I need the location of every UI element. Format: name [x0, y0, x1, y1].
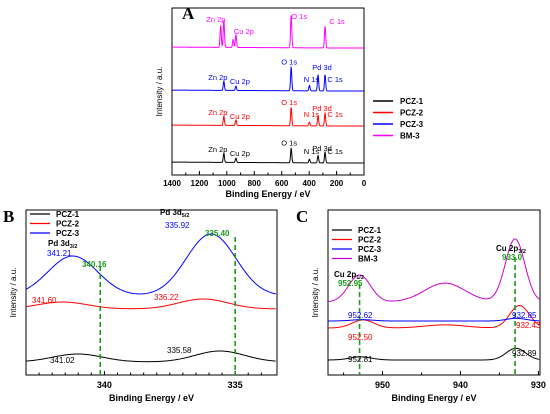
pd3d-line-pcz-1: [25, 350, 276, 363]
survey-line-bm-3: [172, 15, 364, 49]
reference-value-annotation: 340.16: [82, 260, 107, 269]
x-axis-label: Binding Energy / eV: [225, 189, 310, 199]
peak-value-annotation: 335.92: [165, 221, 190, 230]
peak-name-label: Cu 2p3/2: [496, 244, 526, 255]
peak-label: O 1s: [281, 139, 297, 148]
peak-label: N 1s: [304, 110, 320, 119]
peak-name: Cu 2p: [334, 270, 356, 279]
peak-label: Pd 3d: [312, 144, 332, 153]
peak-value-annotation: 932.89: [512, 349, 537, 358]
x-axis-label: Binding Energy / eV: [109, 393, 194, 403]
legend-entry: PCZ-2: [56, 220, 80, 229]
peak-name-label: Pd 3d3/2: [48, 239, 77, 250]
peak-name-subscript: 5/2: [182, 213, 190, 219]
peak-label: Cu 2p: [230, 112, 250, 121]
peak-label: Cu 2p: [234, 27, 254, 36]
legend-entry: PCZ-1: [400, 97, 424, 106]
peak-value-annotation: 341.21: [47, 249, 72, 258]
reference-value-annotation: 952.95: [338, 279, 363, 288]
peak-value-annotation: 932.85: [512, 311, 537, 320]
peak-value-annotation: 336.22: [154, 293, 179, 302]
cu2p-line-pcz-1: [328, 347, 540, 361]
peak-value-annotation: 335.58: [167, 346, 192, 355]
peak-name: Pd 3d: [48, 239, 70, 248]
peak-name-label: Cu 2p1/2: [334, 270, 364, 281]
x-tick-label: 1200: [191, 179, 209, 188]
x-tick-label: 400: [302, 179, 316, 188]
x-tick-label: 200: [330, 179, 344, 188]
peak-value-annotation: 952.50: [348, 333, 373, 342]
x-tick-label: 1000: [218, 179, 236, 188]
peak-label: Cu 2p: [230, 149, 250, 158]
x-tick-label: 335: [228, 380, 243, 390]
survey-line-pcz-1: [172, 147, 364, 164]
peak-value-annotation: 952.81: [348, 355, 373, 364]
plot-frame: [25, 209, 278, 376]
peak-name-subscript: 3/2: [518, 249, 526, 255]
x-tick-label: 800: [248, 179, 262, 188]
legend-entry: BM-3: [358, 255, 378, 264]
panel-a-survey-chart: 1400 1200 1000 800 600 400 200 0 Binding Energy …: [155, 7, 424, 199]
legend-entry: PCZ-3: [400, 120, 424, 129]
x-tick-label: 600: [275, 179, 289, 188]
peak-value-annotation: 952.62: [348, 311, 373, 320]
survey-line-pcz-3: [172, 65, 364, 92]
survey-line-pcz-2: [172, 106, 364, 127]
peak-label: Pd 3d: [312, 63, 332, 72]
legend-entry: PCZ-1: [358, 226, 382, 235]
x-tick-label: 940: [453, 380, 468, 390]
peak-name: Cu 2p: [496, 244, 518, 253]
peak-label: C 1s: [329, 17, 345, 26]
legend-entry: PCZ-2: [400, 109, 424, 118]
peak-label: Zn 2p: [208, 145, 227, 154]
peak-value-annotation: 341.02: [50, 356, 75, 365]
x-tick-label: 1400: [163, 179, 181, 188]
legend-entry: PCZ-3: [56, 229, 80, 238]
panel-letter-c: C: [296, 207, 308, 226]
x-tick-label: 340: [97, 380, 112, 390]
y-axis-label: Intensity / a.u.: [155, 67, 164, 117]
x-tick-label: 950: [375, 380, 390, 390]
peak-label: Cu 2p: [230, 77, 250, 86]
peak-name-subscript: 3/2: [70, 244, 78, 250]
peak-label: Pd 3d: [312, 104, 332, 113]
peak-label: C 1s: [327, 75, 343, 84]
legend-entry: PCZ-1: [56, 210, 80, 219]
y-axis-label: Intensity / a.u.: [9, 268, 18, 318]
panel-letter-a: A: [182, 4, 195, 23]
pd3d-line-pcz-2: [25, 298, 276, 310]
peak-name: Pd 3d: [160, 208, 182, 217]
peak-label: C 1s: [327, 110, 343, 119]
peak-label: Zn 2p: [206, 15, 225, 24]
peak-label: Zn 2p: [208, 73, 227, 82]
x-tick-label: 930: [531, 380, 546, 390]
y-axis-label: Intensity / a.u.: [311, 268, 320, 318]
peak-label: O 1s: [291, 12, 307, 21]
cu2p-line-bm-3: [327, 238, 540, 303]
peak-name-subscript: 1/2: [356, 275, 364, 281]
reference-value-annotation: 933.0: [502, 253, 523, 262]
peak-label: N 1s: [304, 147, 320, 156]
plot-frame: [327, 209, 541, 376]
peak-label: C 1s: [327, 147, 343, 156]
cu2p-line-pcz-3: [328, 317, 540, 322]
peak-label: Zn 2p: [208, 108, 227, 117]
panel-letter-b: B: [3, 207, 14, 226]
panel-b-pd3d-chart: 340 335 Binding Energy / eV Intensity / a.u…: [9, 208, 278, 403]
legend-entry: PCZ-3: [358, 245, 382, 254]
peak-name-label: Pd 3d5/2: [160, 208, 189, 219]
x-tick-label: 0: [362, 179, 367, 188]
legend-entry: BM-3: [400, 132, 420, 141]
reference-value-annotation: 335.40: [205, 229, 230, 238]
peak-label: O 1s: [281, 58, 297, 67]
peak-label: N 1s: [304, 75, 320, 84]
legend-entry: PCZ-2: [358, 236, 382, 245]
pd3d-line-pcz-3: [25, 233, 276, 295]
peak-label: O 1s: [281, 98, 297, 107]
peak-value-annotation: 932.43: [516, 321, 541, 330]
x-axis-label: Binding Energy / eV: [391, 393, 476, 403]
peak-value-annotation: 341.60: [32, 296, 57, 305]
panel-c-cu2p-chart: 950 940 930 Binding Energy / eV Intensity / …: [311, 209, 546, 403]
